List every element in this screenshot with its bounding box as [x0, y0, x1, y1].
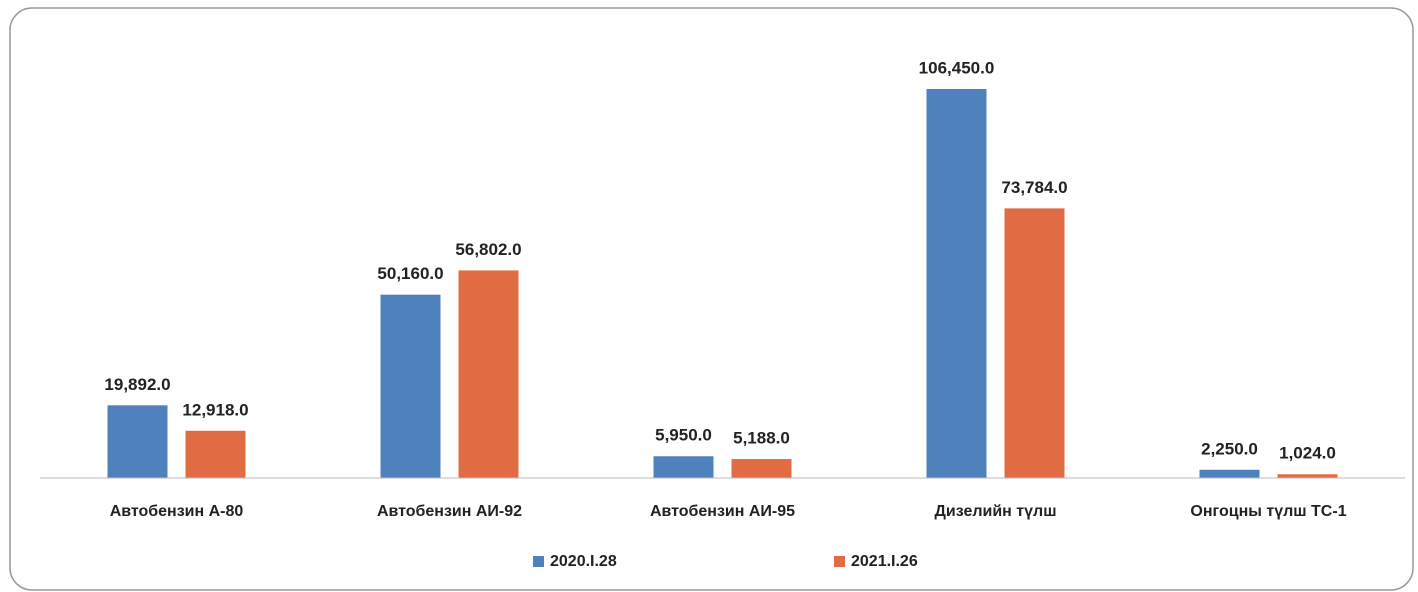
data-label: 19,892.0 — [104, 375, 170, 394]
data-label: 56,802.0 — [455, 240, 521, 259]
x-tick-label: Дизелийн түлш — [934, 503, 1056, 520]
x-tick-label: Автобензин АИ-95 — [650, 503, 795, 520]
bar — [185, 430, 246, 478]
data-label: 1,024.0 — [1279, 444, 1336, 463]
bar — [1277, 474, 1338, 478]
x-tick-label: Автобензин АИ-92 — [377, 503, 522, 520]
data-label: 73,784.0 — [1001, 178, 1067, 197]
legend-swatch — [533, 556, 544, 567]
bar — [380, 294, 441, 478]
data-label: 5,188.0 — [733, 429, 790, 448]
bar — [926, 89, 987, 478]
data-label: 2,250.0 — [1201, 439, 1258, 458]
bar — [107, 405, 168, 478]
legend-label: 2020.I.28 — [550, 553, 617, 570]
bar — [1004, 208, 1065, 479]
bar — [458, 270, 519, 478]
bar — [653, 456, 714, 478]
x-tick-label: Автобензин А-80 — [110, 503, 244, 520]
data-label: 5,950.0 — [655, 426, 712, 445]
bar — [731, 459, 792, 478]
data-label: 106,450.0 — [919, 58, 995, 77]
data-label: 50,160.0 — [377, 264, 443, 283]
legend-label: 2021.I.26 — [851, 553, 918, 570]
x-tick-label: Онгоцны түлш ТС-1 — [1190, 503, 1346, 520]
legend-swatch — [834, 556, 845, 567]
data-label: 12,918.0 — [182, 400, 248, 419]
bar — [1199, 469, 1260, 478]
